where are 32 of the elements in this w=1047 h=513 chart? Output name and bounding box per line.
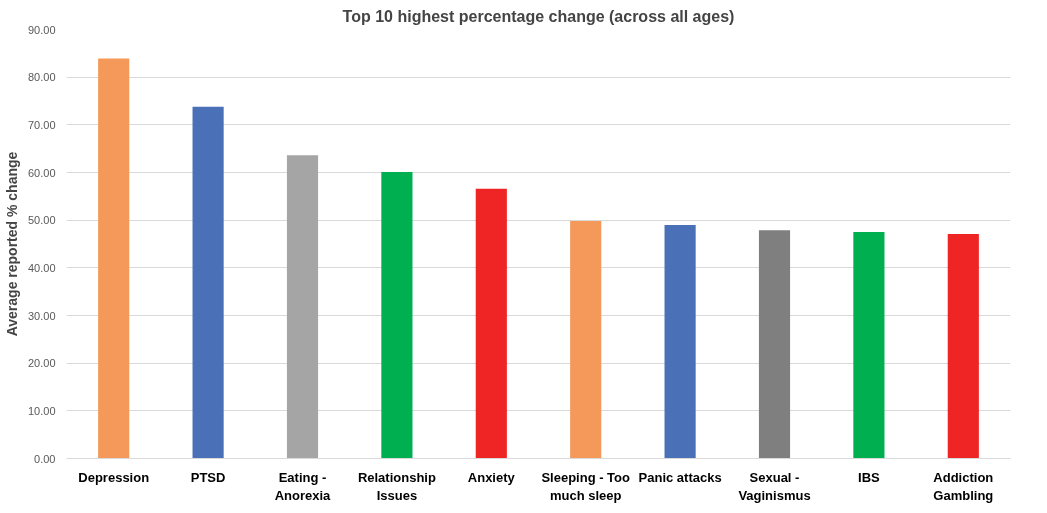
bar [947, 233, 979, 459]
x-tick-label: Panic attacks [638, 469, 722, 485]
y-tick-label: 40.00 [27, 261, 56, 274]
y-tick-label: 20.00 [27, 357, 56, 370]
y-axis-title: Average reported % change [3, 151, 20, 337]
x-tick-label: Eating - Anorexia [274, 469, 332, 503]
y-tick-label: 60.00 [27, 166, 56, 179]
x-tick-label: Depression [78, 469, 150, 485]
bar [570, 221, 602, 459]
x-tick-label: PTSD [190, 469, 226, 485]
y-tick-label: 70.00 [27, 118, 56, 131]
y-tick-label: 80.00 [27, 71, 56, 84]
bar [98, 58, 130, 459]
y-tick-label: 50.00 [27, 214, 56, 227]
y-tick-label: 30.00 [27, 309, 56, 322]
x-tick-label: Sleeping - Too much sleep [541, 469, 631, 503]
bar [853, 232, 885, 459]
bar [758, 230, 791, 459]
x-tick-label: Anxiety [467, 469, 516, 485]
y-tick-label: 90.00 [27, 23, 56, 36]
x-tick-label: Addiction Gambling [933, 469, 994, 503]
x-tick-label: Sexual - Vaginismus [738, 469, 811, 503]
y-tick-label: 10.00 [27, 404, 56, 417]
x-tick-label: IBS [858, 469, 881, 485]
x-tick-label: Relationship Issues [357, 469, 436, 503]
bar [286, 155, 319, 459]
y-tick-label: 0.00 [34, 452, 56, 465]
chart-title: Top 10 highest percentage change (across all ages) [342, 7, 735, 25]
bar [381, 172, 413, 459]
bar [664, 224, 696, 459]
bar [192, 106, 224, 459]
bar [475, 188, 507, 459]
